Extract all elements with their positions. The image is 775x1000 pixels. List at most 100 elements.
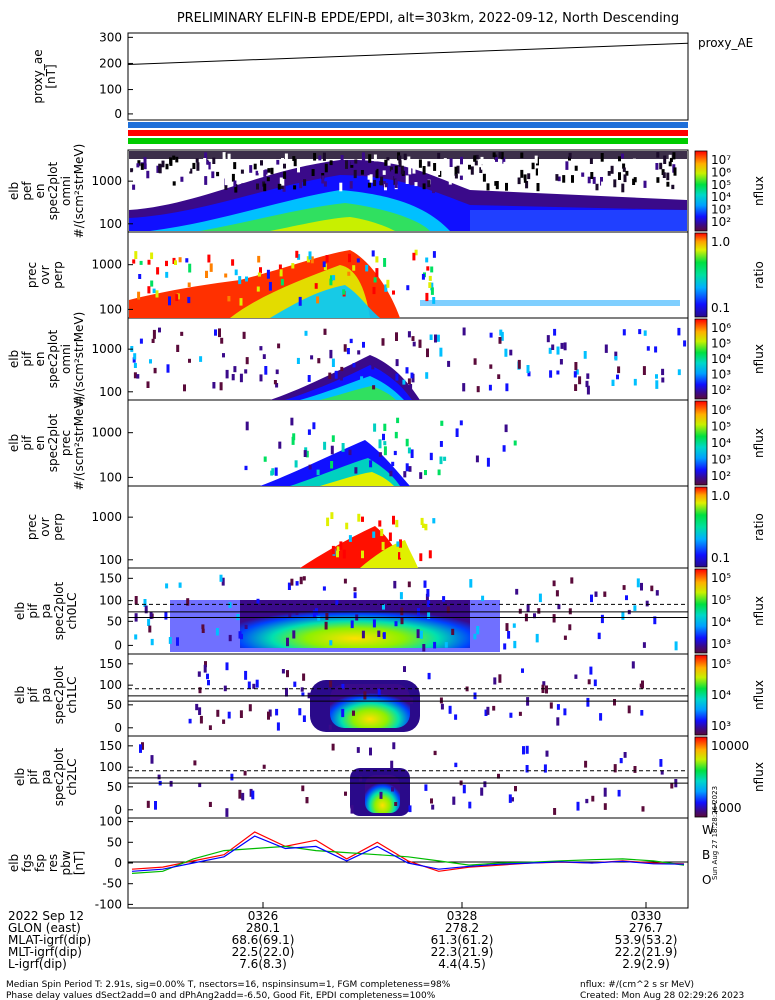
spectrogram-pixel xyxy=(448,705,452,714)
x-axis-row-label: L-igrf(dip) xyxy=(8,957,67,971)
y-tick-label: 50 xyxy=(107,614,122,628)
spectrogram-pixel xyxy=(239,710,243,718)
spectrogram-pixel xyxy=(517,177,521,185)
spectrogram-pixel xyxy=(331,435,335,442)
spectrogram-pixel xyxy=(543,764,547,773)
spectrogram-pixel xyxy=(275,383,279,388)
colorbar-tick-label: 10⁵ xyxy=(711,337,731,351)
colorbar-tick-label: 10² xyxy=(711,215,731,229)
spectrogram-pixel xyxy=(228,634,232,642)
colorbar-tick-label: 1.0 xyxy=(711,235,730,249)
spectrogram-pixel xyxy=(233,366,237,373)
spectrogram-pixel xyxy=(549,370,553,378)
spectrogram-pixel xyxy=(375,256,379,263)
colorbar xyxy=(694,150,708,232)
colorbar-tick-label: 10⁵ xyxy=(711,571,731,585)
spectrogram-pixel xyxy=(575,369,579,375)
spectrogram-pixel xyxy=(426,348,429,358)
spectrogram-pixel xyxy=(621,153,624,159)
spectrogram-pixel xyxy=(361,516,364,522)
spectrogram-pixel xyxy=(497,374,501,379)
spectrogram-pixel xyxy=(518,711,522,716)
spectrogram-pixel xyxy=(231,173,235,182)
spectrogram-pixel xyxy=(296,357,300,364)
spectrogram-pixel xyxy=(253,163,257,170)
y-tick-label: 150 xyxy=(99,739,122,753)
spectrogram-pixel xyxy=(149,359,152,364)
ylabel-line: res xyxy=(46,854,60,872)
legend-entry: O xyxy=(702,873,711,887)
spectrogram-pixel xyxy=(224,184,228,190)
spectrogram-pixel xyxy=(263,170,267,177)
colorbar-tick-label: 10⁴ xyxy=(711,352,731,366)
spectrogram-pixel xyxy=(613,764,617,773)
colorbar-tick-label: 10² xyxy=(711,383,731,397)
spectrogram-pixel xyxy=(382,632,386,639)
y-tick-label: 0 xyxy=(114,803,122,817)
spectrogram-pixel xyxy=(390,760,394,769)
spectrogram-pixel xyxy=(421,273,425,280)
spectrogram-pixel xyxy=(459,175,463,180)
spectrogram-pixel xyxy=(502,445,506,452)
spectrogram-pixel xyxy=(633,378,637,386)
spectrogram-pixel xyxy=(383,441,387,446)
spectrogram-pixel xyxy=(555,174,559,181)
spectrogram-pixel xyxy=(322,152,326,161)
spectrogram-pixel xyxy=(574,362,578,371)
spectrogram-pixel xyxy=(454,714,458,720)
spectrogram-pixel xyxy=(563,342,567,351)
status-bar-green xyxy=(128,138,688,144)
spectrogram-pixel xyxy=(555,590,559,597)
spectrogram-pixel xyxy=(260,160,263,166)
spectrogram-pixel xyxy=(219,382,223,391)
spectrogram-pixel xyxy=(677,327,681,336)
spectrogram-pixel xyxy=(249,165,253,173)
ylabel-line: pif xyxy=(20,435,34,451)
ylabel-line: spec2plot xyxy=(52,747,66,806)
spectrogram-pixel xyxy=(240,169,244,174)
spectrogram-pixel xyxy=(290,417,294,426)
spectrogram-pixel xyxy=(666,172,670,181)
spectrogram-pixel xyxy=(343,344,347,352)
spectrogram-pixel xyxy=(283,171,287,179)
spectrogram-pixel xyxy=(279,269,283,277)
ylabel-line: spec2plot xyxy=(46,161,60,220)
spectrogram-pixel xyxy=(133,353,137,360)
spectrogram-pixel xyxy=(398,160,402,167)
spectrogram-pixel xyxy=(321,175,325,184)
spectrogram-pixel xyxy=(344,791,347,796)
spectrogram-pixel xyxy=(638,329,642,335)
colorbar-tick-label: 1.0 xyxy=(711,489,730,503)
spectrogram-pixel xyxy=(616,374,619,380)
spectrogram-pixel xyxy=(152,329,156,339)
spectrogram-pixel xyxy=(165,583,169,589)
spectrogram-pixel xyxy=(408,805,412,813)
spectrogram-pixel xyxy=(307,429,311,435)
epde-ratio-spectrogram xyxy=(129,250,680,318)
spectrogram-pixel xyxy=(330,275,333,281)
spectrogram-pixel xyxy=(196,180,200,189)
spectrogram-pixel xyxy=(504,348,508,357)
y-tick-label: 150 xyxy=(99,657,122,671)
spectrogram-pixel xyxy=(244,670,248,680)
spectrogram-pixel xyxy=(346,348,350,355)
spectrogram-pixel xyxy=(196,162,200,171)
spectrogram-pixel xyxy=(146,381,150,388)
spectrogram-pixel xyxy=(244,624,248,629)
colorbar xyxy=(694,654,708,736)
spectrogram-pixel xyxy=(259,267,262,274)
spectrogram-pixel xyxy=(459,420,463,426)
spectrogram-pixel xyxy=(387,160,391,166)
spectrogram-pixel xyxy=(633,605,637,611)
spectrogram-pixel xyxy=(350,620,354,629)
spectrogram-pixel xyxy=(542,681,546,686)
spectrogram-pixel xyxy=(389,470,393,477)
spectrogram-pixel xyxy=(251,790,255,800)
spectrogram-pixel xyxy=(584,760,588,768)
spectrogram-pixel xyxy=(425,593,429,601)
spectrogram-pixel xyxy=(215,628,219,636)
spectrogram-pixel xyxy=(433,641,437,649)
spectrogram-pixel xyxy=(405,175,409,184)
spectrogram-pixel xyxy=(324,621,328,630)
spectrogram-pixel xyxy=(283,163,286,169)
